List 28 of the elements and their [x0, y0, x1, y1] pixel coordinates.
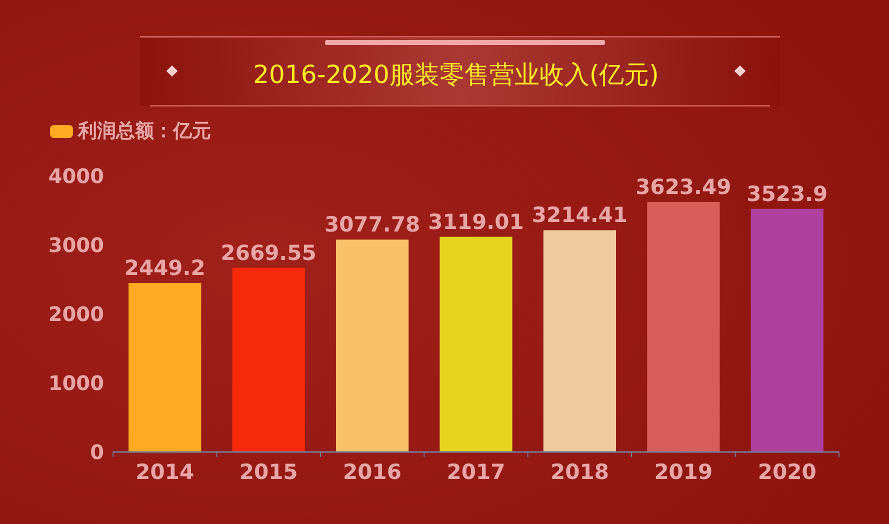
legend-label: 利润总额：亿元 — [77, 120, 211, 142]
data-label: 3214.41 — [532, 203, 628, 228]
x-tick-label: 2017 — [446, 460, 506, 484]
x-tick-label: 2020 — [758, 460, 816, 484]
bar — [128, 283, 202, 452]
bar — [440, 236, 512, 452]
y-tick-label: 1000 — [48, 371, 104, 395]
data-label: 3119.01 — [428, 210, 524, 234]
y-tick-label: 4000 — [48, 164, 104, 188]
data-label: 3077.78 — [324, 212, 420, 237]
x-tick-label: 2015 — [239, 460, 298, 484]
data-label: 3623.49 — [636, 174, 732, 199]
x-tick-label: 2018 — [550, 460, 609, 484]
bar — [543, 230, 616, 452]
data-label: 2669.55 — [220, 240, 316, 265]
x-tick-label: 2014 — [136, 460, 194, 484]
chart-title: 2016-2020服装零售营业收入(亿元) — [253, 60, 659, 89]
x-tick-label: 2019 — [654, 460, 713, 484]
y-tick-label: 0 — [90, 440, 104, 464]
data-label: 2449.2 — [124, 256, 206, 280]
bar — [232, 268, 305, 452]
y-tick-label: 2000 — [48, 302, 104, 326]
bar — [750, 208, 824, 452]
x-tick-label: 2016 — [343, 460, 402, 484]
y-tick-label: 3000 — [48, 233, 104, 257]
bar — [647, 202, 720, 452]
data-label: 3523.9 — [746, 182, 828, 206]
bar — [336, 240, 409, 452]
